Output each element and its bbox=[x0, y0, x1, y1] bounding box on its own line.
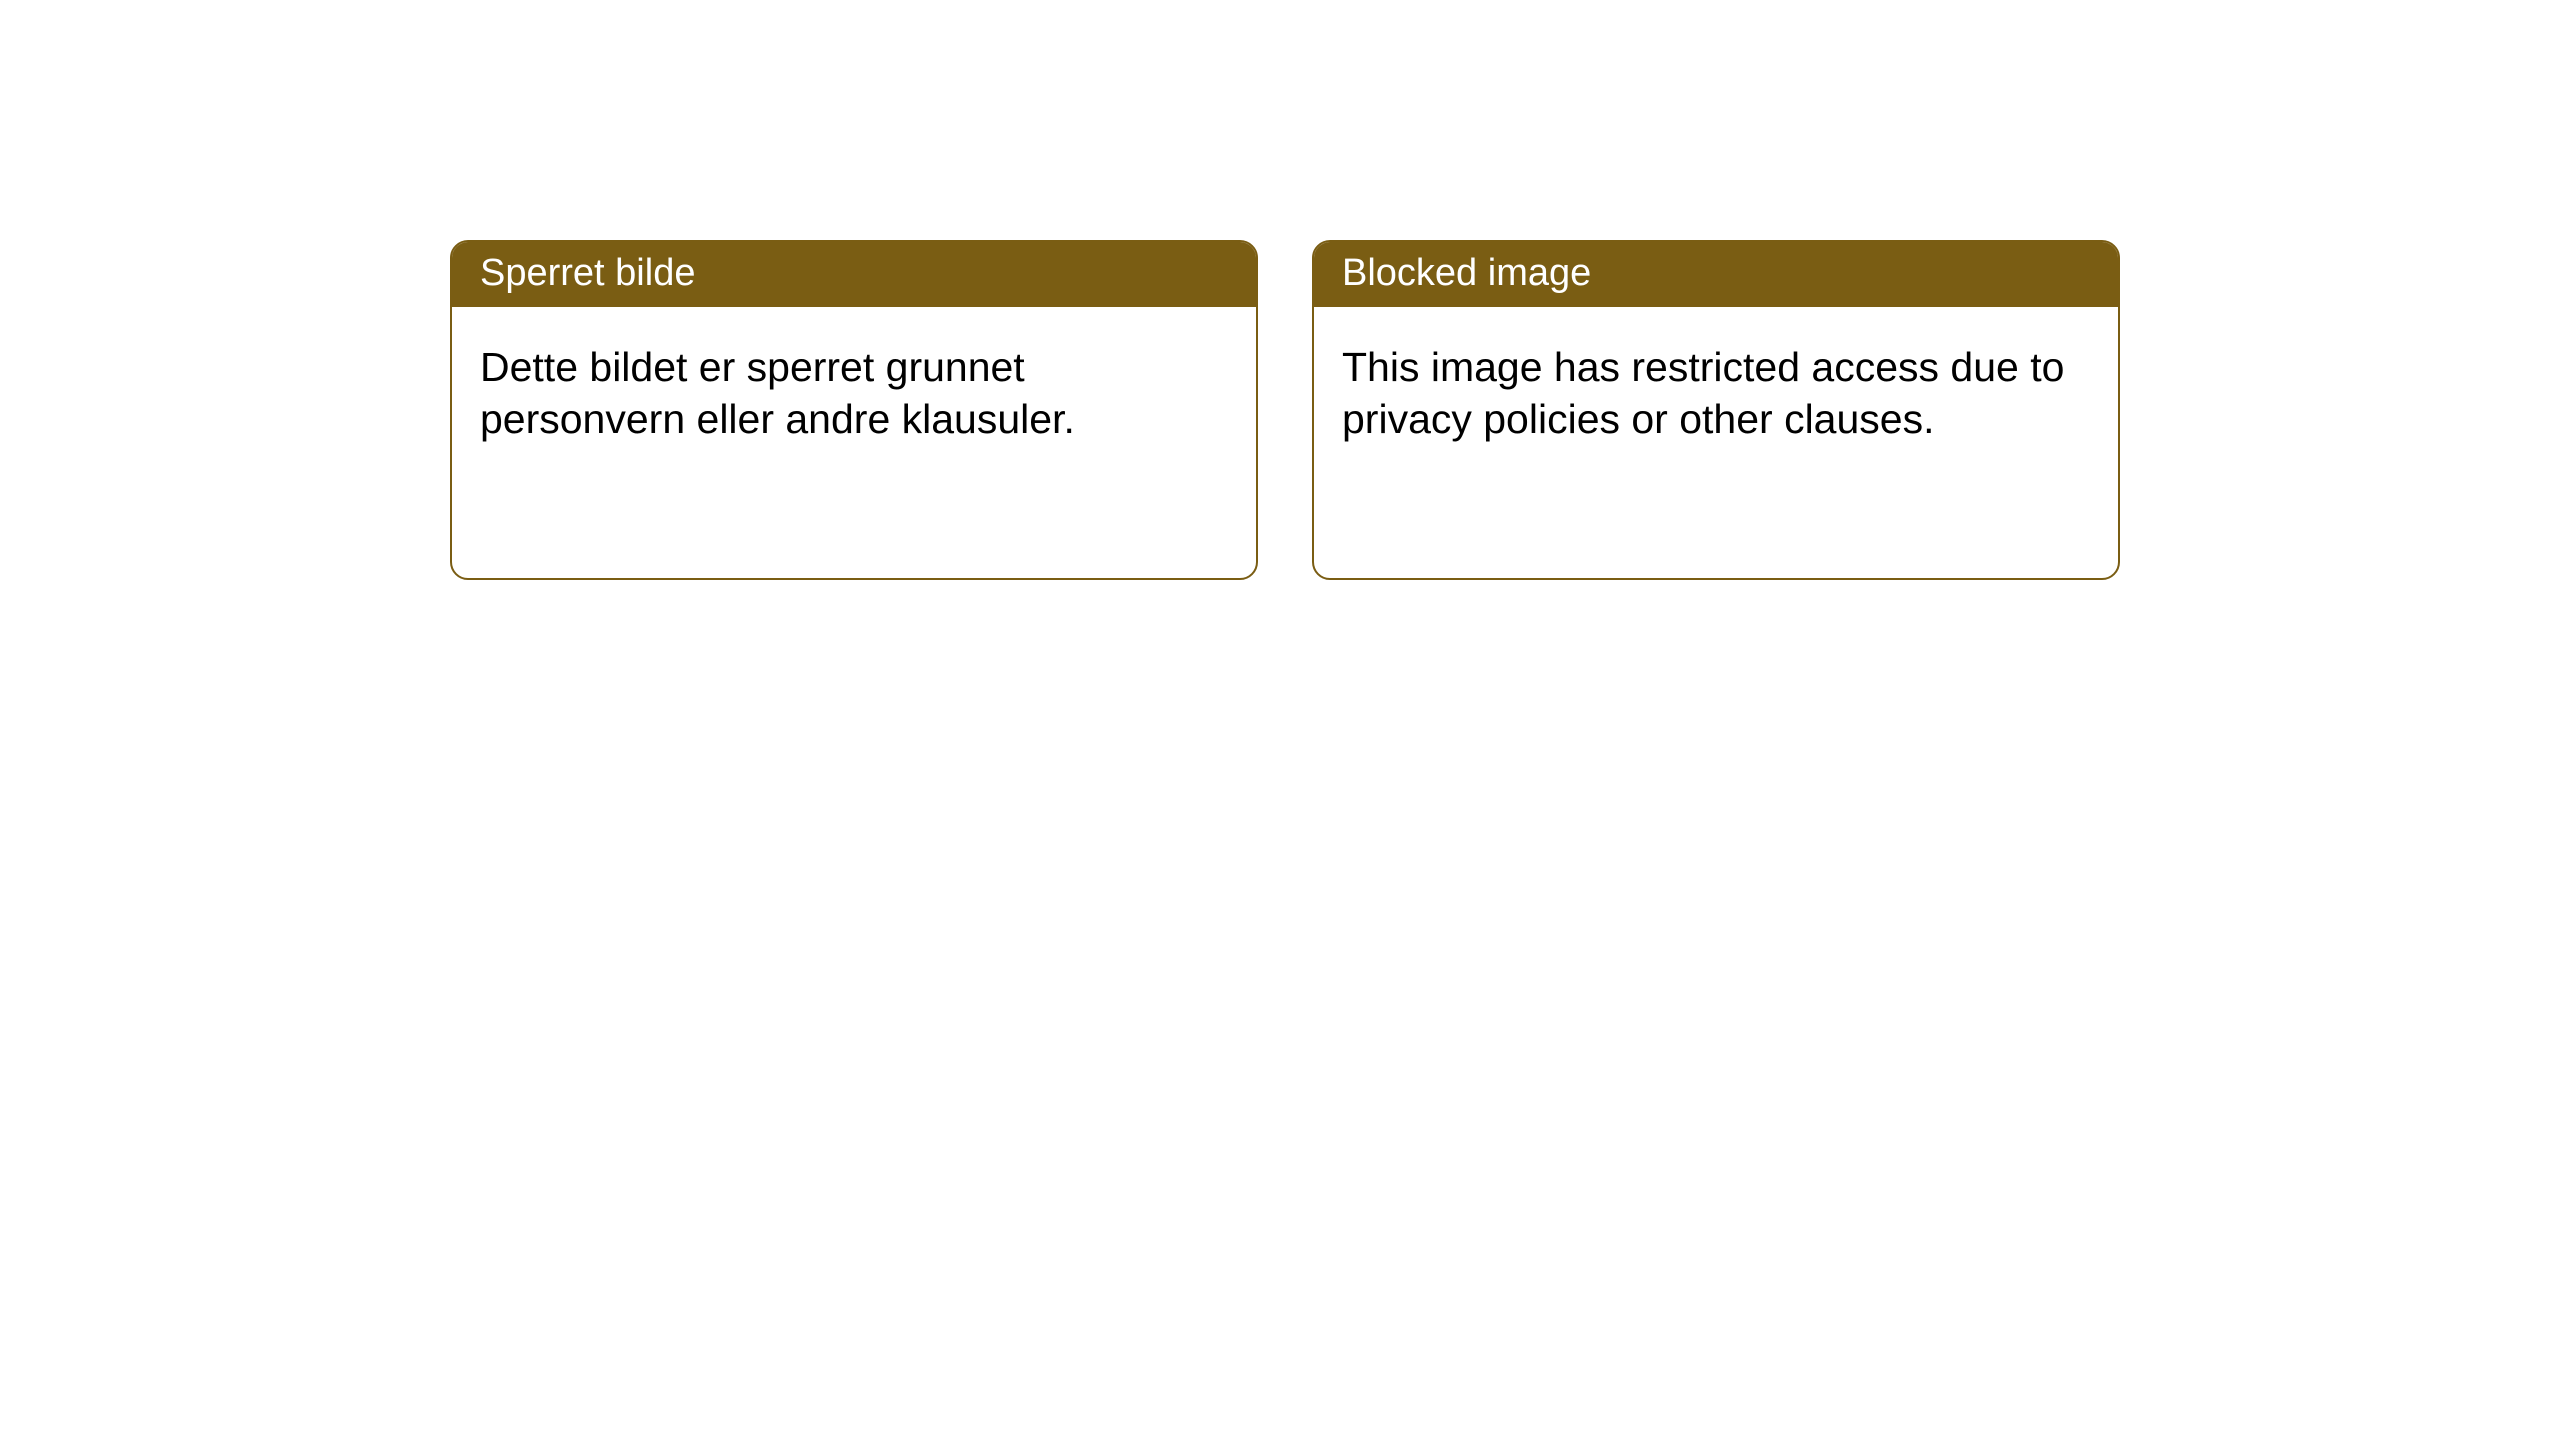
notice-card-header-en: Blocked image bbox=[1314, 242, 2118, 307]
notice-card-en: Blocked image This image has restricted … bbox=[1312, 240, 2120, 580]
notice-card-body-no: Dette bildet er sperret grunnet personve… bbox=[452, 307, 1256, 480]
notice-card-no: Sperret bilde Dette bildet er sperret gr… bbox=[450, 240, 1258, 580]
notice-card-header-no: Sperret bilde bbox=[452, 242, 1256, 307]
notice-cards-container: Sperret bilde Dette bildet er sperret gr… bbox=[450, 240, 2120, 580]
notice-card-body-en: This image has restricted access due to … bbox=[1314, 307, 2118, 480]
